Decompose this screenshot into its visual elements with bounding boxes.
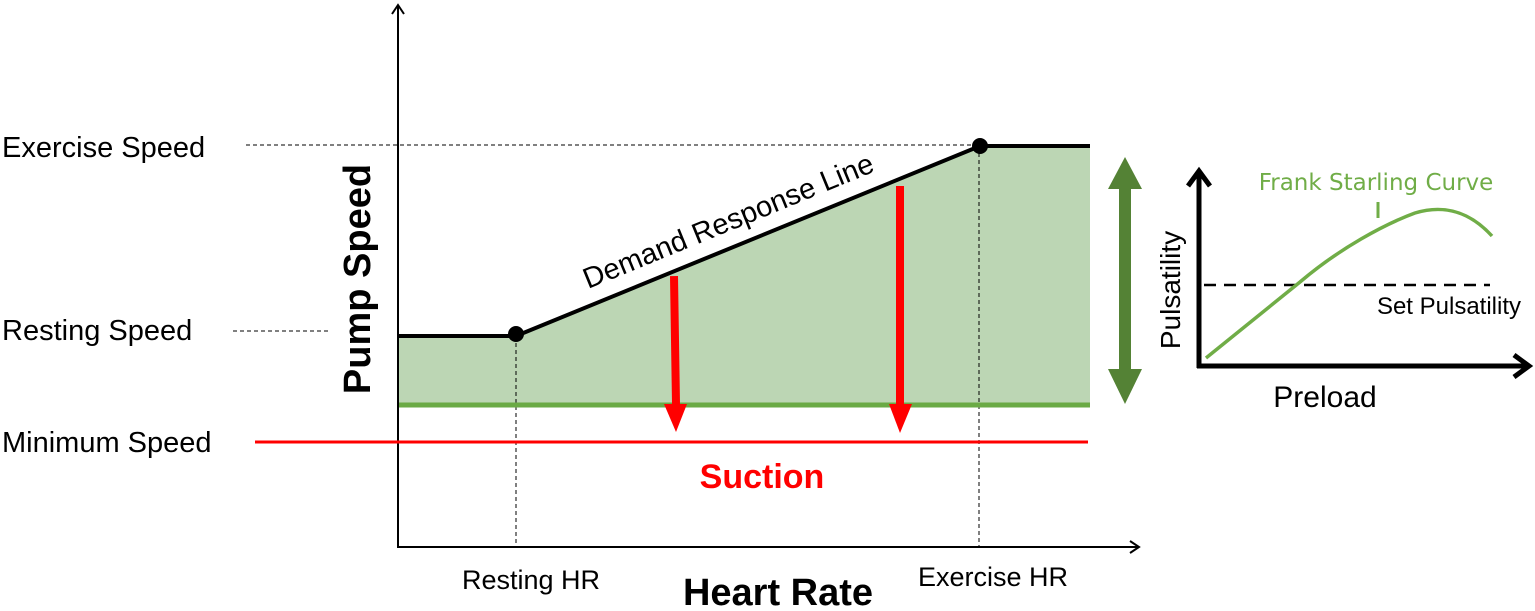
resting-point xyxy=(508,326,524,342)
speed-reduction-arrow-1 xyxy=(664,275,687,432)
speed-reduction-arrow-2 xyxy=(889,186,912,433)
suction-label: Suction xyxy=(700,458,825,496)
inset-x-axis-label: Preload xyxy=(1273,381,1376,414)
frank-starling-curve xyxy=(1204,207,1494,360)
resting-hr-label: Resting HR xyxy=(462,565,600,595)
frank-starling-inset: Frank Starling Curve Set Pulsatility Pul… xyxy=(1155,170,1528,414)
minimum-speed-label: Minimum Speed xyxy=(2,427,212,459)
exercise-hr-label: Exercise HR xyxy=(918,562,1068,592)
y-axis-label: Pump Speed xyxy=(337,164,379,394)
frank-starling-label: Frank Starling Curve xyxy=(1259,170,1494,196)
x-axis-label: Heart Rate xyxy=(683,572,873,611)
demand-response-line xyxy=(398,144,1090,338)
resting-speed-label: Resting Speed xyxy=(2,315,192,347)
exercise-speed-label: Exercise Speed xyxy=(2,132,205,164)
speed-range-arrow xyxy=(1108,157,1142,404)
inset-y-axis-label: Pulsatility xyxy=(1155,231,1186,349)
safe-operating-region xyxy=(399,146,1090,405)
set-pulsatility-label: Set Pulsatility xyxy=(1377,293,1521,320)
exercise-point xyxy=(972,138,988,154)
